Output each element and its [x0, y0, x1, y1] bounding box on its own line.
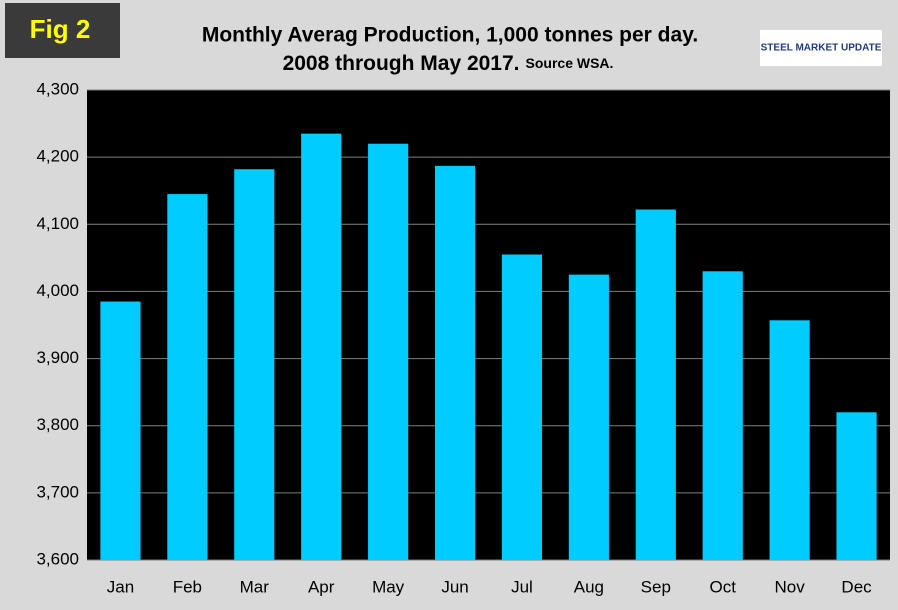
- x-tick-label: Feb: [173, 577, 202, 596]
- y-tick-label: 4,000: [36, 281, 79, 300]
- y-tick-label: 3,900: [36, 348, 79, 367]
- y-tick-label: 3,800: [36, 415, 79, 434]
- x-tick-label: Aug: [574, 577, 604, 596]
- bar: [234, 169, 275, 560]
- logo: STEEL MARKET UPDATE: [761, 43, 882, 54]
- y-tick-label: 4,100: [36, 214, 79, 233]
- bar: [769, 320, 810, 560]
- y-tick-label: 4,200: [36, 147, 79, 166]
- y-tick-label: 3,600: [36, 549, 79, 568]
- x-tick-label: Jul: [511, 577, 533, 596]
- bar: [501, 254, 543, 560]
- chart-source: Source WSA.: [526, 55, 614, 71]
- bar: [702, 271, 743, 560]
- bar: [568, 274, 609, 560]
- bar: [100, 301, 141, 560]
- bar: [301, 133, 342, 560]
- x-tick-label: Nov: [775, 577, 806, 596]
- figure-label-box: [5, 3, 120, 58]
- subtitle-line: 2008 through May 2017. Source WSA.: [283, 52, 614, 75]
- x-tick-label: Jan: [107, 577, 134, 596]
- y-tick-label: 4,300: [36, 79, 79, 98]
- x-tick-label: Oct: [709, 577, 736, 596]
- y-tick-label: 3,700: [36, 482, 79, 501]
- x-tick-label: Jun: [441, 577, 468, 596]
- chart-title: Monthly Averag Production, 1,000 tonnes …: [202, 24, 698, 47]
- x-tick-label: Sep: [641, 577, 671, 596]
- bar: [167, 194, 208, 561]
- x-tick-label: Apr: [308, 577, 335, 596]
- x-tick-label: Dec: [841, 577, 872, 596]
- x-tick-label: Mar: [240, 577, 270, 596]
- bar: [635, 209, 676, 560]
- bar: [368, 143, 409, 560]
- x-tick-label: May: [372, 577, 405, 596]
- plot-area: [87, 90, 890, 560]
- figure-label: Fig 2: [30, 14, 91, 44]
- logo-box: [760, 30, 882, 66]
- bar: [836, 412, 877, 560]
- chart-subtitle: 2008 through May 2017.: [283, 52, 520, 75]
- bar: [434, 165, 476, 560]
